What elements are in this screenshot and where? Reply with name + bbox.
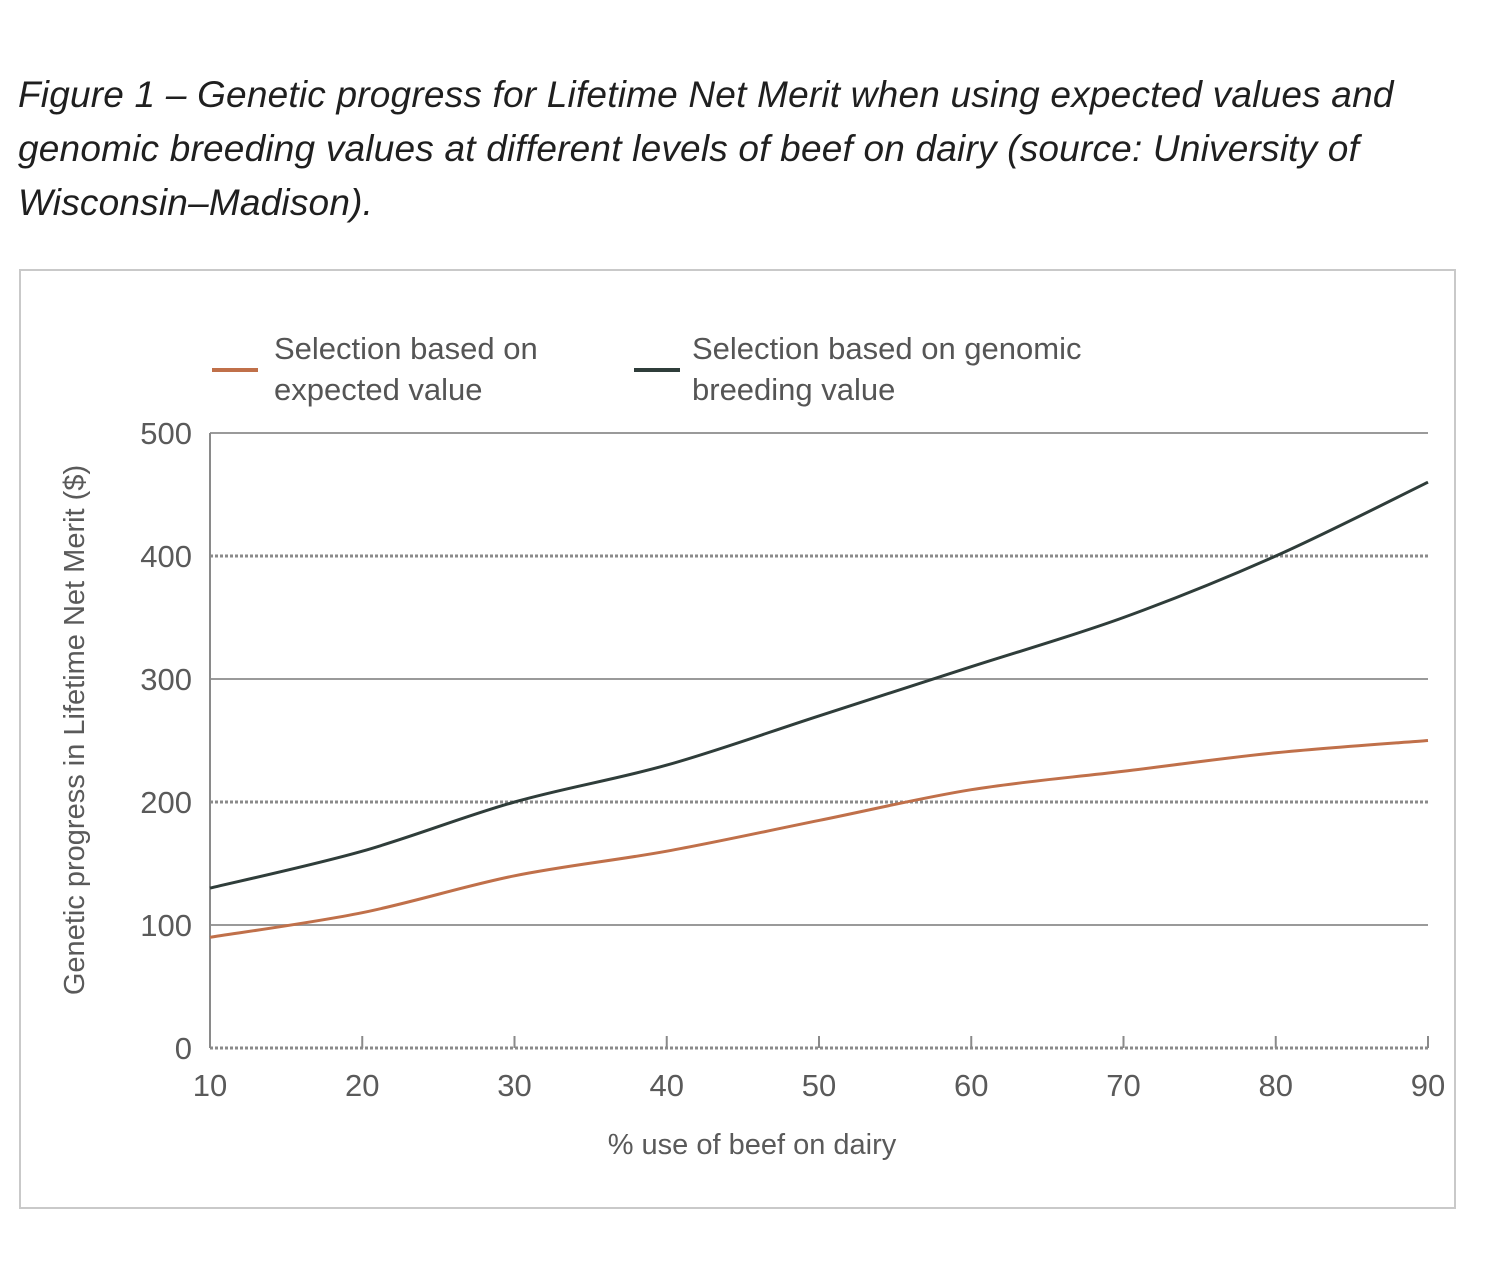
chart-frame (19, 269, 1456, 1209)
legend-label: Selection based on genomic (692, 331, 1081, 366)
axes (209, 433, 1429, 1050)
y-tick-label: 500 (140, 416, 192, 451)
y-tick-label: 400 (140, 539, 192, 574)
y-tick-label: 300 (140, 662, 192, 697)
legend-label: expected value (274, 372, 483, 407)
legend: Selection based on expected value Selectio… (212, 331, 1081, 407)
x-tick-label: 20 (345, 1068, 379, 1103)
x-tick-label: 40 (650, 1068, 684, 1103)
legend-label: Selection based on (274, 331, 538, 366)
y-tick-label: 200 (140, 785, 192, 820)
series-line (209, 480, 1429, 890)
x-tick-label: 90 (1411, 1068, 1445, 1103)
gridlines (210, 432, 1428, 926)
x-tick-label: 50 (802, 1068, 836, 1103)
x-tick-label: 80 (1259, 1068, 1293, 1103)
x-tick-label: 70 (1106, 1068, 1140, 1103)
tick-labels: 10 20 30 40 50 60 70 80 90 0 100 200 300 400 500 (140, 416, 1445, 1103)
x-tick-label: 10 (193, 1068, 227, 1103)
y-tick-label: 100 (140, 908, 192, 943)
series-line (209, 739, 1429, 939)
figure-caption: Figure 1 – Genetic progress for Lifetime… (18, 74, 1394, 223)
series-lines (209, 480, 1429, 939)
x-tick-label: 60 (954, 1068, 988, 1103)
x-tick-label: 30 (497, 1068, 531, 1103)
x-axis-label: % use of beef on dairy (608, 1129, 897, 1161)
y-axis-label: Genetic progress in Lifetime Net Merit (… (59, 465, 91, 995)
legend-label: breeding value (692, 372, 895, 407)
y-tick-label: 0 (175, 1031, 192, 1066)
